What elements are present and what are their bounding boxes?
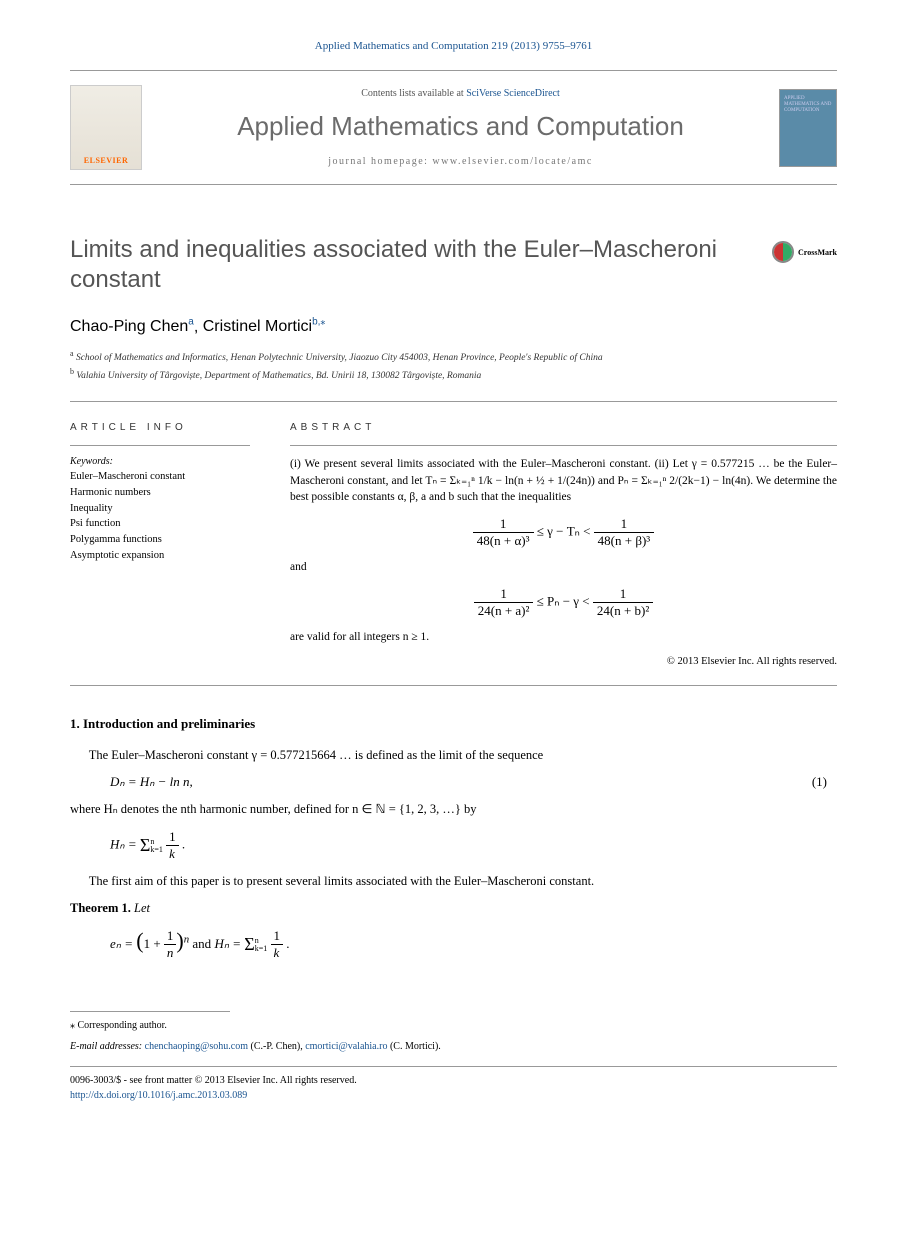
keyword: Inequality [70, 501, 250, 517]
email-2-link[interactable]: cmortici@valahia.ro [305, 1041, 387, 1052]
affiliation-a: a School of Mathematics and Informatics,… [70, 348, 837, 365]
email-label: E-mail addresses: [70, 1041, 145, 1052]
equation-en: eₙ = (1 + 1n)n and Hₙ = Σnk=1 1k . [110, 928, 837, 962]
crossmark-icon [772, 241, 794, 263]
body-para-1: The Euler–Mascheroni constant γ = 0.5772… [70, 746, 837, 765]
keywords-label: Keywords: [70, 456, 250, 467]
doi-link[interactable]: http://dx.doi.org/10.1016/j.amc.2013.03.… [70, 1090, 247, 1101]
cover-thumb-text: APPLIED MATHEMATICS AND COMPUTATION [784, 96, 836, 114]
author-2-sup[interactable]: b,⁎ [312, 317, 325, 328]
hn-lhs: Hₙ = [110, 836, 140, 851]
aff-a-sup: a [70, 349, 74, 358]
en-lhs: eₙ = [110, 936, 136, 951]
homepage-prefix: journal homepage: [328, 156, 432, 167]
homepage-line: journal homepage: www.elsevier.com/locat… [156, 156, 765, 167]
abstract-and: and [290, 559, 837, 576]
aff-a-text: School of Mathematics and Informatics, H… [76, 353, 603, 363]
en-hn-lhs: Hₙ = [214, 936, 244, 951]
hn-sum-bot: k=1 [150, 846, 163, 854]
en-den: n [167, 945, 174, 960]
author-2-name: Cristinel Mortici [203, 318, 312, 335]
abstract-copyright: © 2013 Elsevier Inc. All rights reserved… [290, 656, 837, 667]
en-exp: n [184, 933, 189, 945]
keyword: Harmonic numbers [70, 485, 250, 501]
contents-prefix: Contents lists available at [361, 88, 466, 99]
keyword: Polygamma functions [70, 532, 250, 548]
en-base: 1 + [144, 936, 164, 951]
journal-name: Applied Mathematics and Computation [156, 111, 765, 142]
journal-cover-thumb: APPLIED MATHEMATICS AND COMPUTATION [779, 89, 837, 167]
author-1: Chao-Ping Chena [70, 318, 194, 335]
divider [70, 401, 837, 402]
body-para-3: The first aim of this paper is to presen… [70, 872, 837, 891]
email-1-link[interactable]: chenchaoping@sohu.com [145, 1041, 248, 1052]
keyword: Euler–Mascheroni constant [70, 469, 250, 485]
equation-hn: Hₙ = Σnk=1 1k . [110, 829, 837, 862]
top-citation: Applied Mathematics and Computation 219 … [70, 40, 837, 52]
eq1-content: Dₙ = Hₙ − ln n, [110, 774, 193, 789]
contents-line: Contents lists available at SciVerse Sci… [156, 88, 765, 99]
theorem-1-label: Theorem 1. [70, 901, 131, 915]
en-hn-den: k [274, 945, 280, 960]
email-1-name: (C.-P. Chen), [248, 1041, 305, 1052]
homepage-url: www.elsevier.com/locate/amc [432, 156, 592, 167]
theorem-1: Theorem 1. Let [70, 899, 837, 918]
copyright-footer: 0096-3003/$ - see front matter © 2013 El… [70, 1066, 837, 1103]
keywords-list: Euler–Mascheroni constant Harmonic numbe… [70, 469, 250, 564]
authors: Chao-Ping Chena, Cristinel Morticib,⁎ [70, 317, 837, 336]
sciencedirect-link[interactable]: SciVerse ScienceDirect [466, 88, 560, 99]
abstract-text-2: are valid for all integers n ≥ 1. [290, 629, 837, 646]
author-2: Cristinel Morticib,⁎ [203, 318, 326, 335]
keyword: Asymptotic expansion [70, 548, 250, 564]
section-1-heading: 1. Introduction and preliminaries [70, 716, 837, 732]
article-title: Limits and inequalities associated with … [70, 235, 752, 295]
crossmark-badge[interactable]: CrossMark [772, 241, 837, 263]
aff-b-text: Valahia University of Târgoviște, Depart… [76, 371, 481, 381]
en-and: and [192, 936, 214, 951]
hn-num: 1 [166, 829, 179, 846]
ineq1-mid: ≤ γ − Tₙ < [537, 524, 591, 539]
eq1-number: (1) [812, 774, 827, 790]
en-num: 1 [164, 928, 177, 945]
info-divider [70, 445, 250, 446]
abstract-text-1: (i) We present several limits associated… [290, 456, 837, 506]
body-para-2: where Hₙ denotes the nth harmonic number… [70, 800, 837, 819]
affiliations: a School of Mathematics and Informatics,… [70, 348, 837, 383]
divider-2 [70, 685, 837, 686]
journal-header: ELSEVIER Contents lists available at Sci… [70, 70, 837, 185]
en-sum-bot: k=1 [255, 945, 268, 953]
footnote-separator [70, 1011, 230, 1012]
abstract-column: ABSTRACT (i) We present several limits a… [290, 422, 837, 666]
aff-b-sup: b [70, 367, 74, 376]
abstract-divider [290, 445, 837, 446]
corresponding-author-note: ⁎ Corresponding author. [70, 1018, 837, 1033]
article-info-column: ARTICLE INFO Keywords: Euler–Mascheroni … [70, 422, 250, 666]
abstract-inequality-2: 124(n + a)² ≤ Pₙ − γ < 124(n + b)² [290, 586, 837, 619]
hn-den: k [169, 846, 175, 861]
affiliation-b: b Valahia University of Târgoviște, Depa… [70, 366, 837, 383]
equation-1: Dₙ = Hₙ − ln n, (1) [110, 774, 837, 790]
theorem-1-let: Let [131, 901, 150, 915]
header-center: Contents lists available at SciVerse Sci… [156, 88, 765, 167]
article-info-heading: ARTICLE INFO [70, 422, 250, 433]
ineq2-mid: ≤ Pₙ − γ < [537, 593, 590, 608]
author-1-sup[interactable]: a [188, 317, 194, 328]
abstract-heading: ABSTRACT [290, 422, 837, 433]
elsevier-logo-text: ELSEVIER [84, 156, 128, 165]
keyword: Psi function [70, 516, 250, 532]
issn-line: 0096-3003/$ - see front matter © 2013 El… [70, 1073, 837, 1088]
crossmark-label: CrossMark [798, 248, 837, 257]
elsevier-logo: ELSEVIER [70, 85, 142, 170]
email-2-name: (C. Mortici). [387, 1041, 440, 1052]
author-1-name: Chao-Ping Chen [70, 318, 188, 335]
email-addresses: E-mail addresses: chenchaoping@sohu.com … [70, 1039, 837, 1054]
en-hn-num: 1 [271, 928, 284, 945]
abstract-inequality-1: 148(n + α)³ ≤ γ − Tₙ < 148(n + β)³ [290, 516, 837, 549]
